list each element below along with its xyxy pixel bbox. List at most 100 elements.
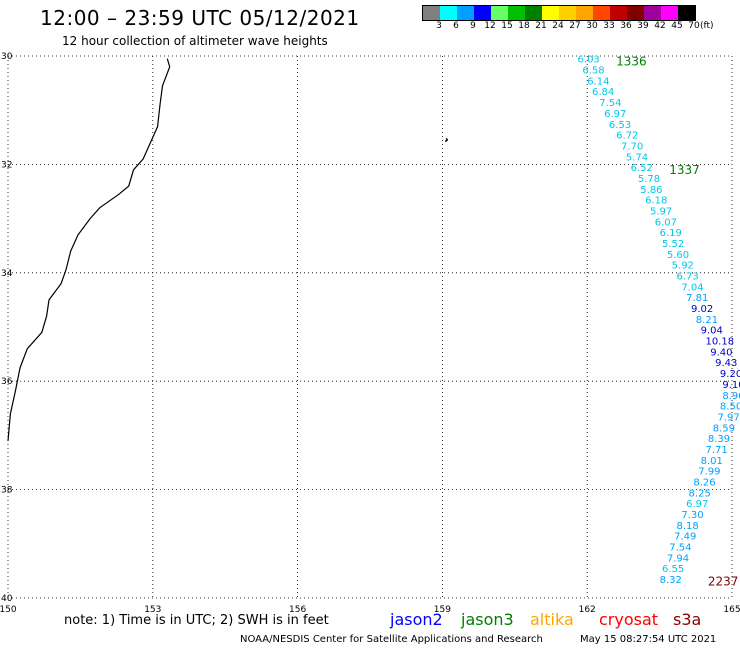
x-tick-label: 153 bbox=[144, 605, 161, 615]
x-tick-label: 165 bbox=[723, 605, 740, 615]
wave-height-value: 8.32 bbox=[660, 575, 682, 586]
legend-label: 39 bbox=[637, 21, 649, 31]
satellite-jason2: jason2 bbox=[390, 610, 443, 629]
legend-label: 24 bbox=[552, 21, 564, 31]
legend-label: 30 bbox=[586, 21, 598, 31]
y-tick-label: 38 bbox=[1, 486, 13, 496]
legend-label: 3 bbox=[436, 21, 442, 31]
legend-swatch bbox=[678, 6, 695, 20]
wave-height-value: 7.04 bbox=[681, 282, 703, 293]
wave-height-value: 5.78 bbox=[638, 174, 660, 185]
legend-swatch bbox=[627, 6, 644, 20]
legend-swatch bbox=[440, 6, 457, 20]
wave-height-value: 6.53 bbox=[609, 120, 631, 131]
wave-height-value: 7.97 bbox=[718, 412, 740, 423]
legend-swatch bbox=[491, 6, 508, 20]
wave-height-value: 8.50 bbox=[720, 402, 740, 413]
legend-swatch bbox=[593, 6, 610, 20]
legend-label: 27 bbox=[569, 21, 581, 31]
y-tick-label: 32 bbox=[1, 160, 12, 170]
wave-height-value: 6.97 bbox=[686, 499, 708, 510]
credit-line: NOAA/NESDIS Center for Satellite Applica… bbox=[240, 634, 543, 645]
map-title: 12:00 – 23:59 UTC 05/12/2021 bbox=[40, 6, 360, 30]
legend-swatch bbox=[423, 6, 440, 20]
wave-height-value: 10.18 bbox=[705, 337, 734, 348]
wave-height-value: 6.03 bbox=[578, 55, 600, 66]
y-tick-label: 36 bbox=[1, 377, 13, 387]
wave-height-value: 5.74 bbox=[626, 152, 648, 163]
y-tick-label: 34 bbox=[1, 269, 13, 279]
wave-height-value: 7.49 bbox=[674, 532, 696, 543]
wave-height-value: 7.70 bbox=[621, 141, 643, 152]
legend-label: 70 bbox=[688, 21, 700, 31]
wave-height-value: 5.60 bbox=[667, 250, 689, 261]
wave-height-value: 9.43 bbox=[715, 358, 737, 369]
legend-swatch bbox=[644, 6, 661, 20]
legend-swatch bbox=[542, 6, 559, 20]
legend-label: 9 bbox=[470, 21, 476, 31]
wave-height-value: 5.86 bbox=[640, 185, 662, 196]
legend-swatch bbox=[661, 6, 678, 20]
wave-height-value: 8.26 bbox=[693, 477, 715, 488]
wave-height-value: 8.21 bbox=[696, 315, 718, 326]
coastline bbox=[7, 58, 171, 441]
wave-height-value: 5.97 bbox=[650, 206, 672, 217]
legend-label: 21 bbox=[535, 21, 547, 31]
wave-height-value: 6.52 bbox=[631, 163, 653, 174]
legend-swatch bbox=[525, 6, 542, 20]
legend-label: 15 bbox=[501, 21, 513, 31]
map-subtitle: 12 hour collection of altimeter wave hei… bbox=[62, 34, 328, 48]
pass-number-label: 2237 bbox=[708, 575, 739, 589]
wave-height-value: 6.18 bbox=[645, 196, 667, 207]
wave-height-value: 6.14 bbox=[587, 76, 609, 87]
pass-number-label: 1336 bbox=[616, 54, 647, 68]
wave-height-value: 7.54 bbox=[599, 98, 621, 109]
wave-height-value: 6.73 bbox=[676, 272, 698, 283]
legend-swatches bbox=[422, 5, 696, 21]
x-tick-label: 162 bbox=[579, 605, 596, 615]
wave-height-value: 9.02 bbox=[691, 304, 713, 315]
legend-swatch bbox=[508, 6, 525, 20]
satellite-jason3: jason3 bbox=[461, 610, 514, 629]
x-tick-label: 156 bbox=[289, 605, 306, 615]
wave-height-value: 8.01 bbox=[701, 456, 723, 467]
y-tick-label: 30 bbox=[1, 52, 13, 62]
wave-height-value: 6.84 bbox=[592, 87, 614, 98]
wave-height-value: 9.40 bbox=[710, 347, 732, 358]
satellite-s3a: s3a bbox=[673, 610, 702, 629]
wave-height-value: 8.18 bbox=[676, 521, 698, 532]
wave-height-value: 8.59 bbox=[713, 423, 735, 434]
wave-height-value: 9.04 bbox=[701, 326, 723, 337]
legend-label: 42 bbox=[654, 21, 666, 31]
wave-height-value: 6.97 bbox=[604, 109, 626, 120]
legend-unit: (ft) bbox=[700, 21, 714, 31]
legend-label: 33 bbox=[603, 21, 615, 31]
island bbox=[444, 138, 449, 143]
timestamp: May 15 08:27:54 UTC 2021 bbox=[580, 634, 717, 645]
legend-label: 12 bbox=[484, 21, 496, 31]
x-tick-label: 159 bbox=[434, 605, 451, 615]
legend-swatch bbox=[610, 6, 627, 20]
satellite-altika: altika bbox=[530, 610, 574, 629]
satellite-cryosat: cryosat bbox=[599, 610, 659, 629]
legend-label: 36 bbox=[620, 21, 632, 31]
legend-swatch bbox=[474, 6, 491, 20]
legend-swatch bbox=[559, 6, 576, 20]
wave-height-value: 6.19 bbox=[660, 228, 682, 239]
x-tick-label: 150 bbox=[0, 605, 17, 615]
wave-height-value: 9.20 bbox=[720, 369, 740, 380]
pass-number-label: 1337 bbox=[669, 163, 700, 177]
wave-height-value: 8.39 bbox=[708, 434, 730, 445]
wave-height-value: 7.81 bbox=[686, 293, 708, 304]
map-note: note: 1) Time is in UTC; 2) SWH is in fe… bbox=[64, 613, 329, 628]
wave-height-value: 9.10 bbox=[722, 380, 740, 391]
wave-height-value: 8.90 bbox=[722, 391, 740, 402]
legend-label: 45 bbox=[671, 21, 683, 31]
wave-height-value: 8.25 bbox=[689, 488, 711, 499]
wave-height-value: 7.99 bbox=[698, 467, 720, 478]
legend-label: 18 bbox=[518, 21, 530, 31]
legend-swatch bbox=[576, 6, 593, 20]
y-tick-label: 40 bbox=[1, 594, 13, 604]
wave-height-value: 7.54 bbox=[669, 543, 691, 554]
wave-height-value: 6.55 bbox=[662, 564, 684, 575]
